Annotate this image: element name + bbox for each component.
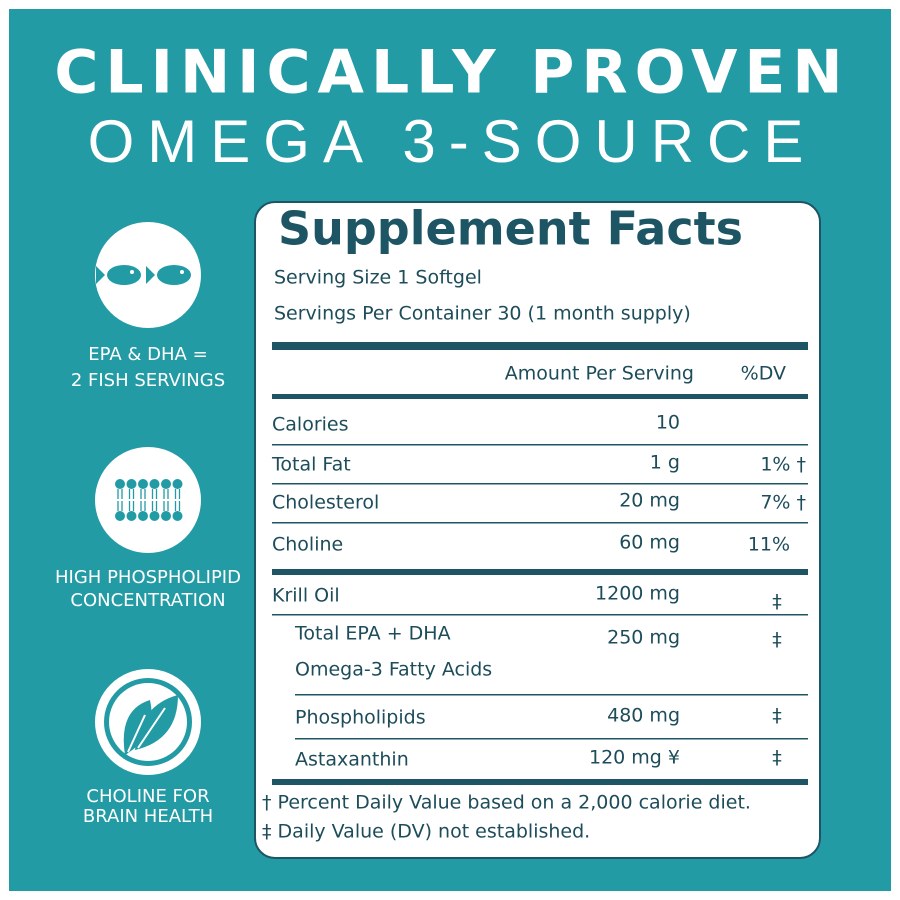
facts-title: Supplement Facts [278,202,743,256]
phospholipid-icon [95,447,201,553]
row-separator [272,444,808,446]
nutrient-name: Calories [272,414,349,436]
feature-label: BRAIN HEALTH [83,806,213,827]
subtitle: OMEGA 3-SOURCE [88,108,817,175]
lipid-tail [151,489,158,499]
nutrient-name: Total Fat [271,454,351,476]
lipid-tail [117,501,123,511]
nutrient-amount: 250 mg [607,627,680,649]
lipid-tail [174,489,181,499]
rule [272,779,808,785]
column-header: %DV [741,363,786,385]
lipid-head [138,479,148,489]
lipid-tail [128,501,135,511]
nutrient-amount: 60 mg [619,532,680,554]
lipid-head [161,479,171,489]
footnote: ‡ Daily Value (DV) not established. [262,821,590,843]
nutrient-amount: 120 mg ¥ [589,747,680,769]
nutrient-name: Choline [272,534,343,556]
nutrient-amount: 20 mg [619,490,680,512]
row-separator [272,522,808,524]
nutrient-name: Astaxanthin [295,749,409,771]
lipid-head [172,479,183,489]
lipid-tail [140,489,146,499]
rule [272,569,808,575]
lipid-tail [163,501,169,511]
lipid-head [161,511,171,521]
column-header: Amount Per Serving [505,363,694,385]
lipid-head [172,511,183,521]
serving-size: Serving Size 1 Softgel [274,267,482,289]
nutrient-name: Cholesterol [272,492,379,514]
lipid-tail [117,489,123,499]
daily-value: ‡ [772,705,782,727]
daily-value: 7% † [760,492,806,514]
lipid-tail [128,489,135,499]
nutrient-name: Total EPA + DHA [294,623,451,645]
lipid-head [115,511,125,521]
nutrient-amount: 10 [656,412,680,434]
lipid-tail [163,489,169,499]
daily-value: ‡ [772,629,782,651]
lipid-tail [140,501,146,511]
daily-value: ‡ [772,747,782,769]
lipid-head [115,479,125,489]
rule [272,342,808,350]
lipid-tail [151,501,158,511]
nutrient-name: Krill Oil [272,585,340,607]
title: CLINICALLY PROVEN [54,38,849,108]
leaf-icon [95,669,201,775]
nutrient-amount: 1200 mg [595,583,680,605]
row-separator [295,738,808,740]
row-separator [272,614,808,616]
fish-icon [95,222,201,328]
nutrient-amount: 1 g [650,452,680,474]
lipid-head [126,511,137,521]
feature-label: CHOLINE FOR [86,786,209,807]
nutrient-name: Phospholipids [295,707,426,729]
row-separator [272,483,808,485]
feature-label: EPA & DHA = [88,344,207,365]
daily-value: 11% [748,534,790,556]
nutrient-amount: 480 mg [607,705,680,727]
lipid-tail [174,501,181,511]
feature-label: HIGH PHOSPHOLIPID [55,567,241,588]
rule [272,394,808,399]
servings-per-container: Servings Per Container 30 (1 month suppl… [274,303,691,325]
lipid-head [149,479,160,489]
nutrient-name: Omega-3 Fatty Acids [295,659,492,681]
footnote: † Percent Daily Value based on a 2,000 c… [262,792,751,814]
lipid-head [126,479,137,489]
row-separator [295,694,808,696]
feature-label: 2 FISH SERVINGS [71,370,225,391]
lipid-head [149,511,160,521]
daily-value: 1% † [760,454,806,476]
daily-value: ‡ [772,591,782,613]
feature-label: CONCENTRATION [70,590,225,611]
lipid-head [138,511,148,521]
